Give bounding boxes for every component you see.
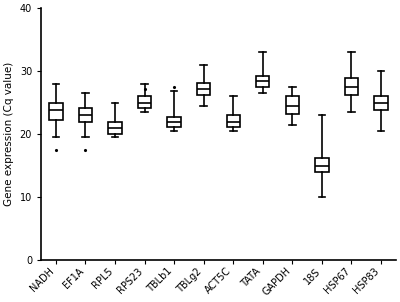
PathPatch shape (49, 103, 62, 120)
PathPatch shape (227, 115, 240, 127)
Y-axis label: Gene expression (Cq value): Gene expression (Cq value) (4, 62, 14, 206)
PathPatch shape (79, 108, 92, 122)
PathPatch shape (168, 117, 181, 127)
PathPatch shape (197, 82, 210, 95)
PathPatch shape (138, 96, 151, 108)
PathPatch shape (108, 122, 122, 134)
PathPatch shape (286, 96, 299, 114)
PathPatch shape (256, 76, 270, 87)
PathPatch shape (374, 96, 388, 110)
PathPatch shape (315, 158, 328, 172)
PathPatch shape (345, 78, 358, 95)
